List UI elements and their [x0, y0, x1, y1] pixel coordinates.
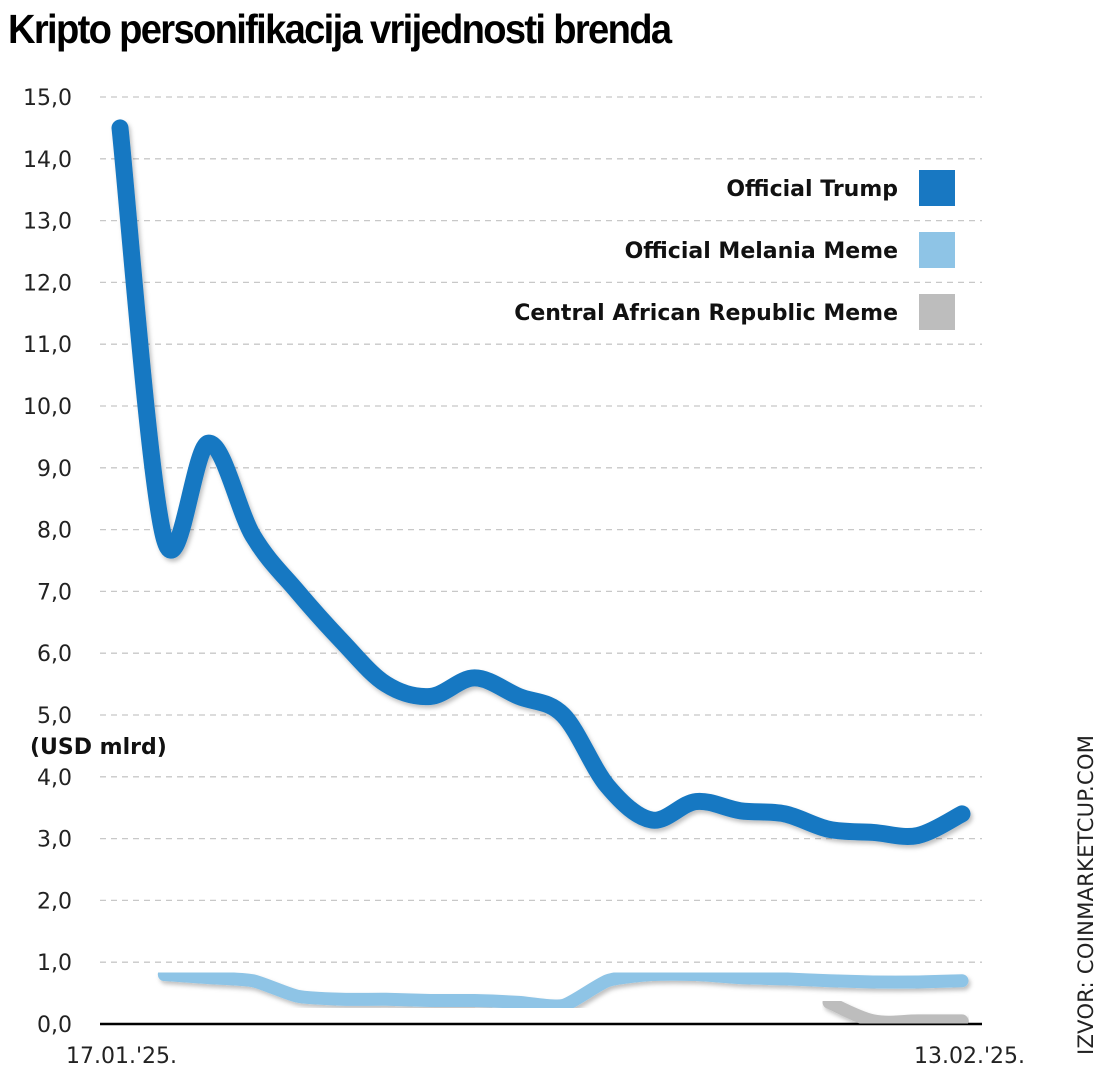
y-tick-label: 9,0: [37, 457, 72, 482]
x-tick-label: 13.02.'25.: [914, 1044, 1025, 1069]
y-tick-label: 12,0: [23, 271, 72, 296]
y-tick-label: 7,0: [37, 580, 72, 605]
legend-label-central-african-republic-meme: Central African Republic Meme: [514, 301, 898, 326]
series-line-official-melania-meme: [157, 967, 969, 1013]
chart-title: Kripto personifikacija vrijednosti brend…: [8, 6, 672, 52]
legend-swatch-central-african-republic-meme: [919, 294, 955, 330]
legend: Official Trump Official Melania Meme Centr…: [514, 170, 955, 330]
y-tick-label: 6,0: [37, 642, 72, 667]
y-tick-label: 1,0: [37, 951, 72, 976]
legend-label-official-melania-meme: Official Melania Meme: [625, 239, 898, 264]
legend-swatch-official-trump: [919, 170, 955, 206]
series-line-official-trump: [111, 119, 971, 845]
legend-swatch-official-melania-meme: [919, 232, 955, 268]
legend-label-official-trump: Official Trump: [726, 177, 898, 202]
gridlines: [100, 96, 982, 963]
series-lines: [111, 119, 971, 1029]
y-tick-label: 2,0: [37, 889, 72, 914]
y-tick-label: 0,0: [37, 1013, 72, 1038]
y-tick-label: 8,0: [37, 519, 72, 544]
y-tick-label: 15,0: [23, 86, 72, 111]
y-axis-unit-label: (USD mlrd): [30, 735, 167, 760]
y-tick-label: 4,0: [37, 766, 72, 791]
x-axis: 17.01.'25. 13.02.'25.: [66, 1022, 1025, 1069]
source-credit: IZVOR: COINMARKETCUP.COM: [1074, 734, 1095, 1055]
y-tick-label: 14,0: [23, 148, 72, 173]
y-axis-ticks: 0,0 1,0 2,0 3,0 4,0 5,0 6,0 7,0 8,0 9,0 10,0 11,0 12…: [23, 86, 72, 1038]
y-tick-label: 10,0: [23, 395, 72, 420]
y-tick-label: 3,0: [37, 828, 72, 853]
series-line-central-african-republic-meme: [822, 995, 969, 1029]
x-tick-label: 17.01.'25.: [66, 1044, 177, 1069]
y-tick-label: 11,0: [23, 333, 72, 358]
y-tick-label: 5,0: [37, 704, 72, 729]
y-tick-label: 13,0: [23, 210, 72, 235]
